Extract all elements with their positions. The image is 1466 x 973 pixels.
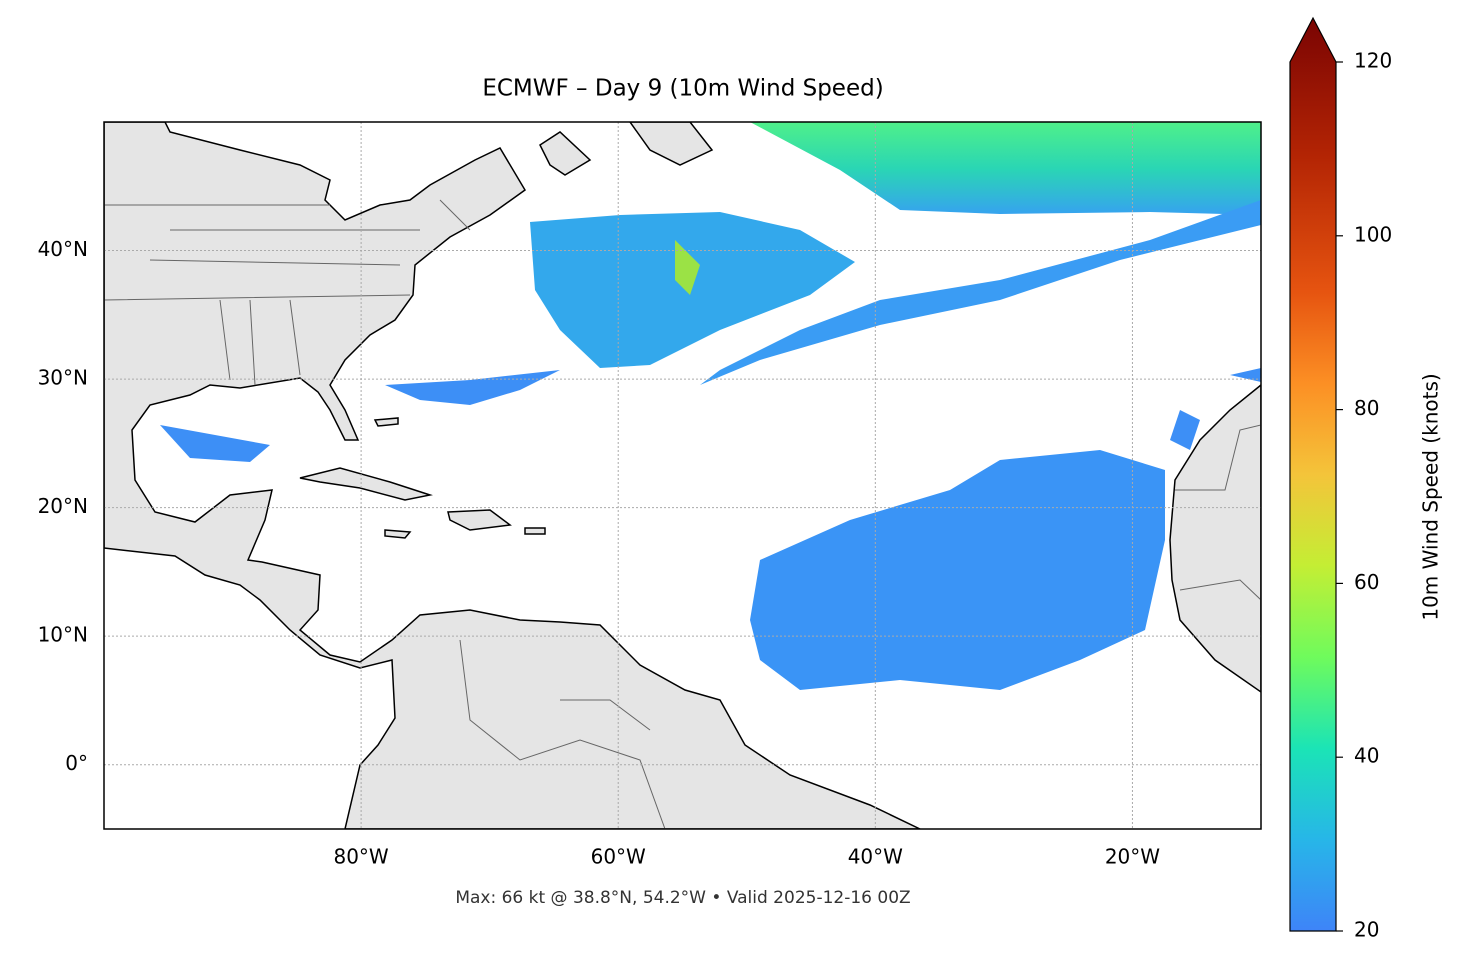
colorbar-tick-label: 60 — [1354, 570, 1379, 594]
x-tick-label: 20°W — [1105, 845, 1160, 869]
x-tick-label: 40°W — [848, 845, 903, 869]
y-tick-label: 10°N — [38, 623, 88, 647]
cuba — [299, 467, 433, 501]
chart-title: ECMWF – Day 9 (10m Wind Speed) — [482, 76, 883, 102]
colorbar-tick-label: 40 — [1354, 744, 1379, 768]
bahamas — [373, 417, 399, 427]
canada-east — [629, 122, 714, 166]
newfoundland — [539, 131, 592, 176]
x-tick-label: 60°W — [591, 845, 646, 869]
colorbar-tick-label: 20 — [1354, 918, 1379, 942]
colorbar-tick-label: 120 — [1354, 49, 1392, 73]
colorbar-tick-label: 100 — [1354, 222, 1392, 246]
americas — [104, 122, 921, 829]
map-area — [104, 122, 1261, 829]
colorbar-tick-label: 80 — [1354, 396, 1379, 420]
y-tick-label: 30°N — [38, 366, 88, 390]
plot-frame — [103, 121, 1262, 830]
colorbar-label: 10m Wind Speed (knots) — [1419, 373, 1443, 620]
africa — [1169, 384, 1261, 693]
y-tick-label: 40°N — [38, 237, 88, 261]
y-tick-label: 20°N — [38, 494, 88, 518]
hispaniola — [447, 509, 512, 531]
colorbar — [1289, 16, 1337, 932]
x-tick-label: 80°W — [333, 845, 388, 869]
footer-annotation: Max: 66 kt @ 38.8°N, 54.2°W • Valid 2025… — [455, 888, 910, 908]
borders — [104, 199, 1261, 829]
y-tick-label: 0° — [65, 751, 88, 775]
puerto-rico — [524, 527, 546, 535]
jamaica — [384, 529, 412, 539]
